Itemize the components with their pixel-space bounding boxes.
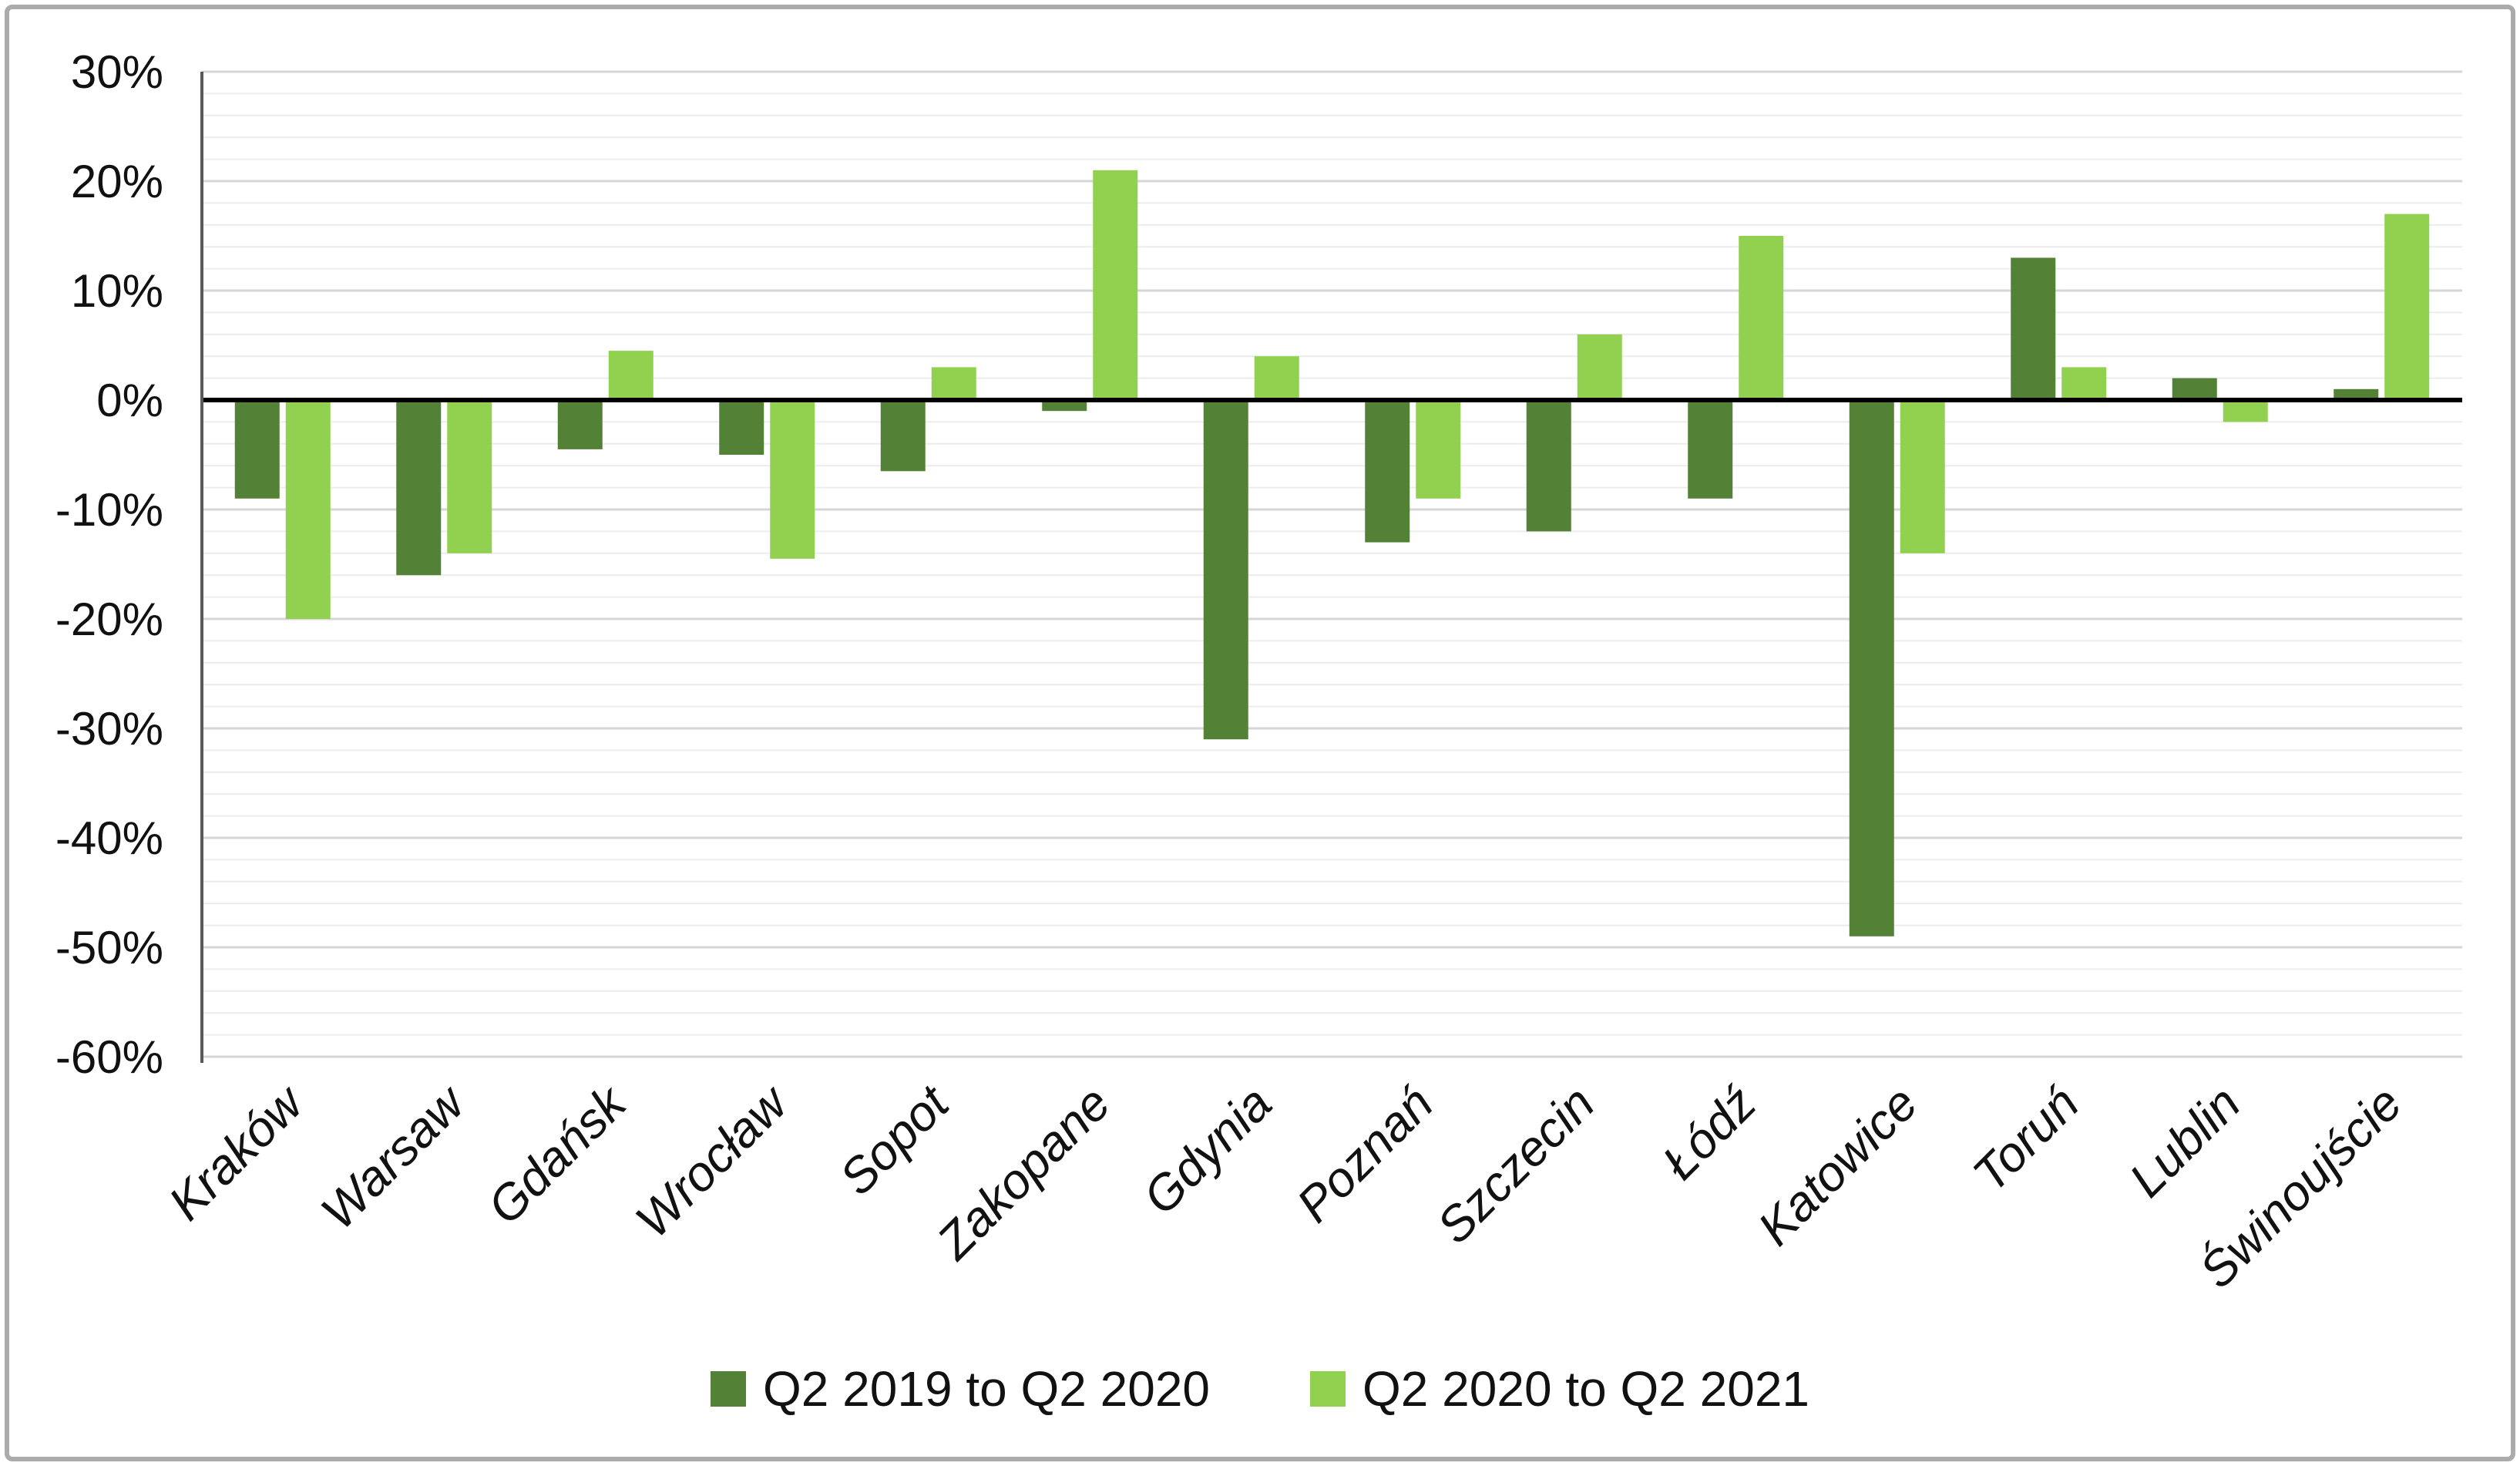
bar-wrocław-series1 (719, 400, 764, 455)
x-axis-label: Szczecin (1426, 1075, 1605, 1254)
bar-zakopane-series1 (1042, 400, 1087, 412)
bar-toruń-series2 (2061, 367, 2107, 400)
bar-świnoujście-series1 (2334, 388, 2379, 400)
x-axis-label: Lublin (2118, 1075, 2251, 1208)
y-tick-label: 10% (71, 265, 163, 317)
bar-szczecin-series1 (1526, 400, 1571, 532)
bar-gdynia-series2 (1254, 356, 1299, 400)
bar-łódź-series2 (1739, 236, 1784, 400)
y-tick-label: -50% (55, 922, 163, 973)
legend-label: Q2 2020 to Q2 2021 (1362, 1361, 1809, 1417)
bar-katowice-series2 (1900, 400, 1945, 553)
y-tick-label: -10% (55, 484, 163, 536)
bar-warsaw-series1 (396, 400, 442, 576)
bar-katowice-series1 (1849, 400, 1894, 936)
legend-swatch-icon (711, 1371, 746, 1407)
bar-sopot-series2 (931, 367, 976, 400)
legend-swatch-icon (1310, 1371, 1346, 1407)
bar-kraków-series1 (234, 400, 280, 499)
x-axis-label: Warsaw (311, 1073, 477, 1239)
bar-świnoujście-series2 (2384, 214, 2430, 400)
x-axis-label: Zakopane (926, 1075, 1121, 1271)
bar-toruń-series1 (2011, 257, 2056, 400)
x-axis-label: Kraków (158, 1073, 315, 1230)
x-axis-label: Wrocław (625, 1073, 800, 1248)
x-axis-label: Gdańsk (477, 1074, 638, 1235)
y-tick-label: 30% (71, 46, 163, 98)
bar-kraków-series2 (285, 400, 331, 619)
bar-lublin-series2 (2223, 400, 2268, 422)
legend-item-2: Q2 2020 to Q2 2021 (1310, 1364, 1809, 1414)
y-tick-label: 0% (96, 375, 163, 426)
y-tick-label: -60% (55, 1031, 163, 1083)
bar-gdańsk-series2 (608, 351, 654, 400)
bar-gdańsk-series1 (557, 400, 603, 449)
legend-item-1: Q2 2019 to Q2 2020 (711, 1364, 1210, 1414)
bar-zakopane-series2 (1093, 170, 1138, 401)
y-tick-label: -20% (55, 593, 163, 645)
bar-poznań-series2 (1416, 400, 1461, 499)
bar-poznań-series1 (1365, 400, 1410, 543)
bar-lublin-series1 (2172, 378, 2217, 400)
y-tick-label: -30% (55, 703, 163, 755)
x-axis-label: Katowice (1747, 1075, 1928, 1256)
bar-szczecin-series2 (1577, 334, 1622, 400)
x-axis-label: Łódź (1651, 1075, 1766, 1190)
bar-gdynia-series1 (1203, 400, 1248, 740)
x-axis-label: Poznań (1286, 1075, 1443, 1232)
x-axis-label: Sopot (828, 1074, 960, 1205)
bar-warsaw-series2 (447, 400, 492, 553)
bar-wrocław-series2 (770, 400, 815, 559)
legend-label: Q2 2019 to Q2 2020 (763, 1361, 1210, 1417)
x-axis-label: Gdynia (1132, 1075, 1282, 1225)
y-tick-label: -40% (55, 812, 163, 864)
bar-łódź-series1 (1688, 400, 1733, 499)
x-axis-label: Toruń (1962, 1075, 2089, 1202)
y-tick-label: 20% (71, 156, 163, 207)
bar-sopot-series1 (880, 400, 926, 472)
chart-legend: Q2 2019 to Q2 2020 Q2 2020 to Q2 2021 (0, 1358, 2520, 1420)
